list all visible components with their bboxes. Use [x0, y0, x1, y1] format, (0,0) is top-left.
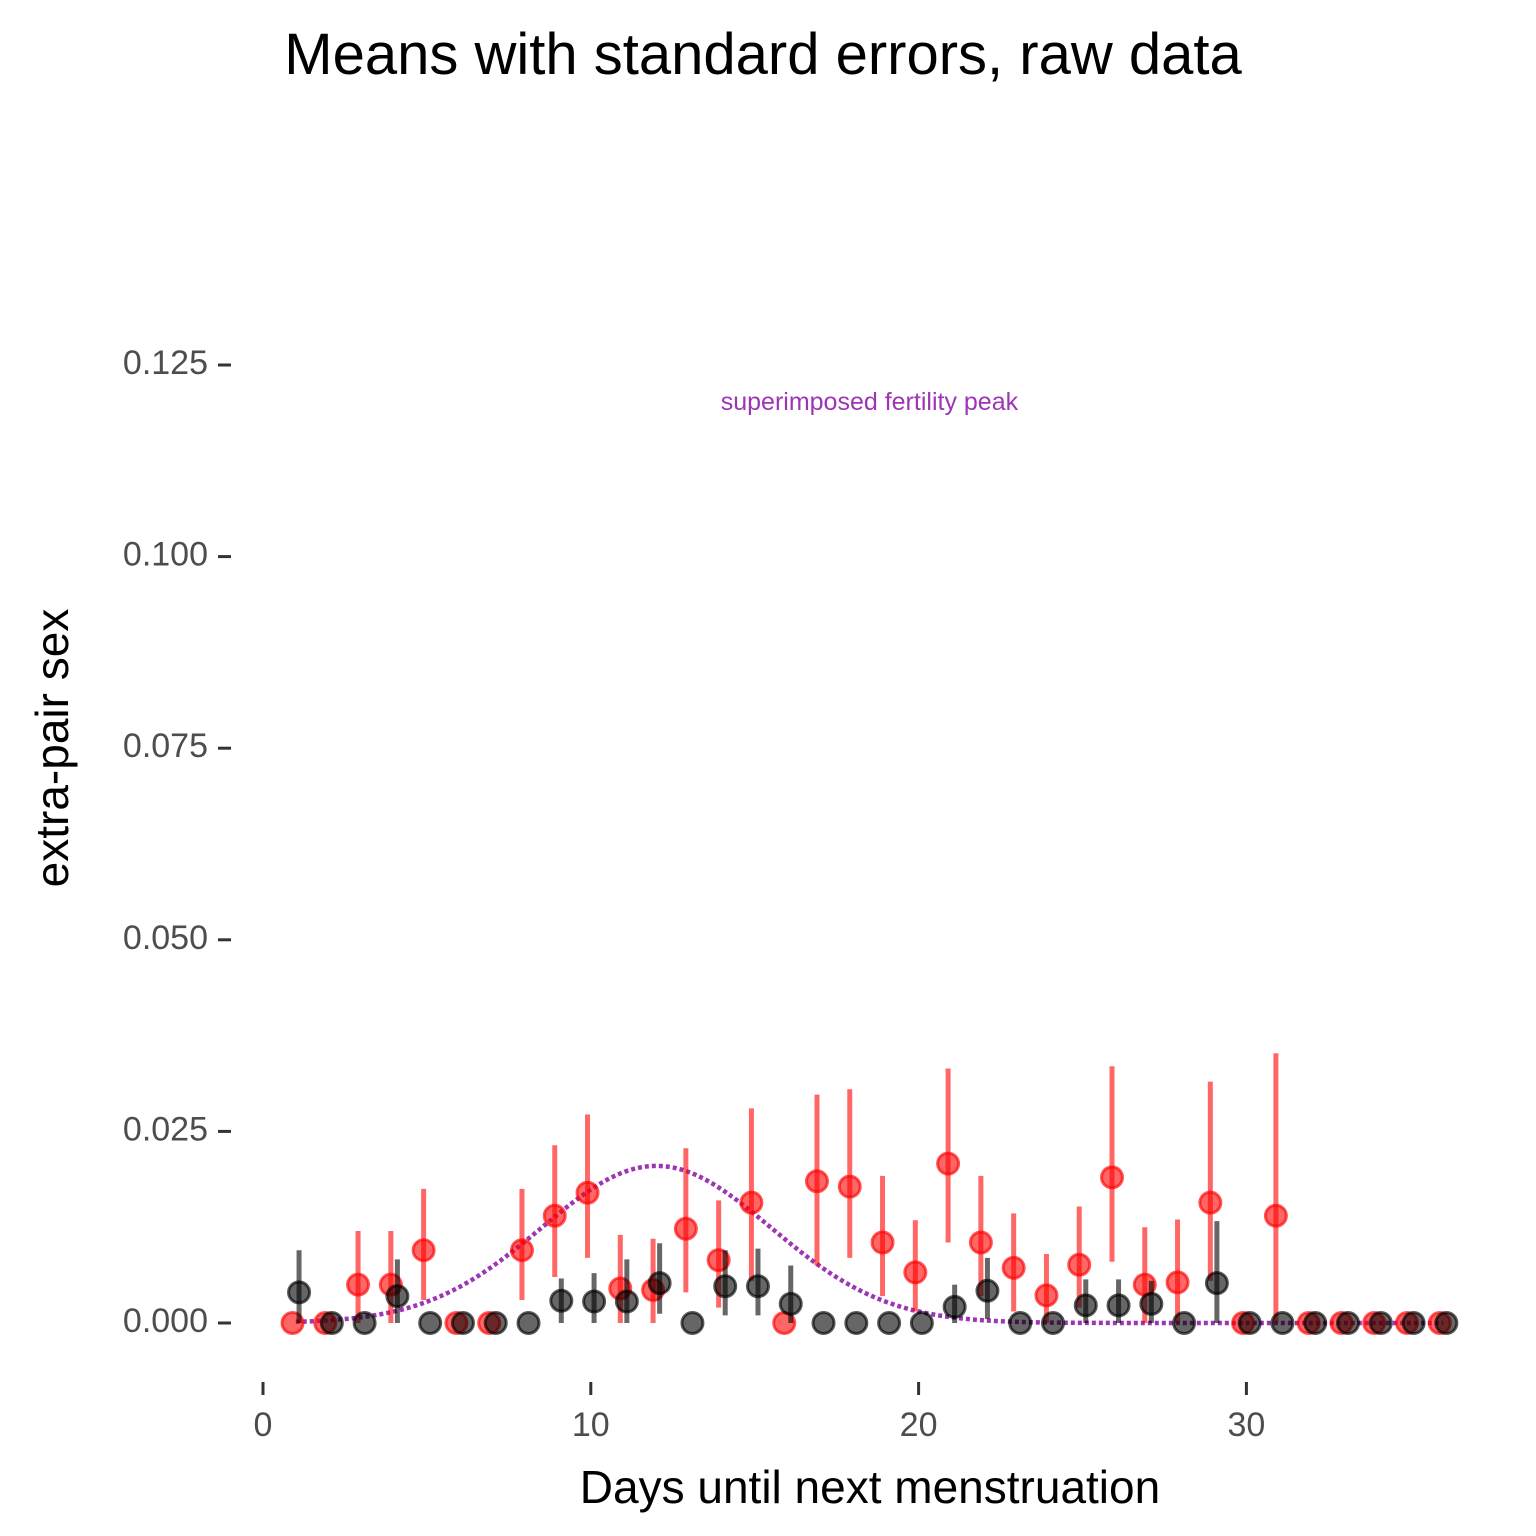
- y-tick-label: 0.100: [123, 536, 208, 574]
- data-point: [516, 1311, 541, 1335]
- data-point: [1434, 1311, 1459, 1335]
- y-axis: 0.000 0.025 0.050 0.075 0.100 0.125: [123, 344, 231, 1340]
- plot-area: [280, 1053, 1459, 1335]
- data-point: [1073, 1293, 1098, 1318]
- data-point: [1034, 1283, 1059, 1308]
- y-tick-label: 0.000: [123, 1302, 208, 1340]
- data-point: [614, 1289, 639, 1314]
- data-point: [352, 1311, 377, 1335]
- data-point: [1303, 1311, 1328, 1335]
- data-point: [287, 1280, 312, 1305]
- data-point: [1336, 1311, 1361, 1335]
- x-tick-label: 20: [900, 1406, 938, 1444]
- data-point: [1401, 1311, 1426, 1335]
- data-point: [385, 1284, 410, 1309]
- data-point: [1008, 1311, 1033, 1335]
- data-point: [680, 1311, 705, 1335]
- fertility-peak-curve: [295, 1163, 1444, 1326]
- data-point: [1204, 1271, 1229, 1296]
- data-point: [1067, 1252, 1092, 1277]
- data-point: [647, 1271, 672, 1296]
- x-tick-label: 30: [1227, 1406, 1265, 1444]
- data-point: [483, 1311, 508, 1335]
- data-point: [936, 1151, 961, 1176]
- y-tick-label: 0.125: [123, 344, 208, 382]
- series-1: [287, 1221, 1459, 1335]
- x-tick-label: 10: [572, 1406, 610, 1444]
- data-point: [450, 1311, 475, 1335]
- data-point: [418, 1311, 443, 1335]
- data-point: [1263, 1203, 1288, 1228]
- data-point: [549, 1288, 574, 1313]
- data-point: [542, 1203, 567, 1228]
- data-point: [1001, 1255, 1026, 1280]
- data-point: [870, 1230, 895, 1255]
- x-axis: 0 10 20 30: [254, 1382, 1265, 1444]
- data-point: [582, 1289, 607, 1314]
- data-point: [673, 1216, 698, 1241]
- data-point: [1100, 1165, 1125, 1190]
- data-point: [1040, 1311, 1065, 1335]
- data-point: [1172, 1311, 1197, 1335]
- data-point: [903, 1260, 928, 1285]
- data-point: [745, 1274, 770, 1299]
- data-point: [844, 1311, 869, 1335]
- data-point: [346, 1272, 371, 1297]
- x-axis-label: Days until next menstruation: [580, 1461, 1160, 1513]
- data-point: [975, 1278, 1000, 1303]
- data-point: [713, 1274, 738, 1299]
- data-point: [739, 1190, 764, 1215]
- data-point: [811, 1311, 836, 1335]
- data-point: [1237, 1311, 1262, 1335]
- data-point: [1165, 1270, 1190, 1295]
- data-point: [1368, 1311, 1393, 1335]
- chart-title: Means with standard errors, raw data: [284, 22, 1242, 87]
- data-point: [575, 1180, 600, 1205]
- data-point: [1139, 1291, 1164, 1316]
- data-point: [411, 1238, 436, 1263]
- y-tick-label: 0.050: [123, 919, 208, 957]
- y-axis-label: extra-pair sex: [26, 609, 78, 888]
- data-point: [968, 1230, 993, 1255]
- data-point: [1270, 1311, 1295, 1335]
- fertility-peak-annotation: superimposed fertility peak: [721, 388, 1019, 416]
- data-point: [1198, 1190, 1223, 1215]
- y-tick-label: 0.025: [123, 1110, 208, 1148]
- data-point: [778, 1291, 803, 1316]
- data-point: [804, 1169, 829, 1194]
- data-point: [942, 1294, 967, 1319]
- y-tick-label: 0.075: [123, 727, 208, 765]
- data-point: [877, 1311, 902, 1335]
- data-point: [837, 1174, 862, 1199]
- data-point: [909, 1311, 934, 1335]
- data-point: [509, 1238, 534, 1263]
- data-point: [1106, 1293, 1131, 1318]
- data-point: [319, 1311, 344, 1335]
- x-tick-label: 0: [254, 1406, 273, 1444]
